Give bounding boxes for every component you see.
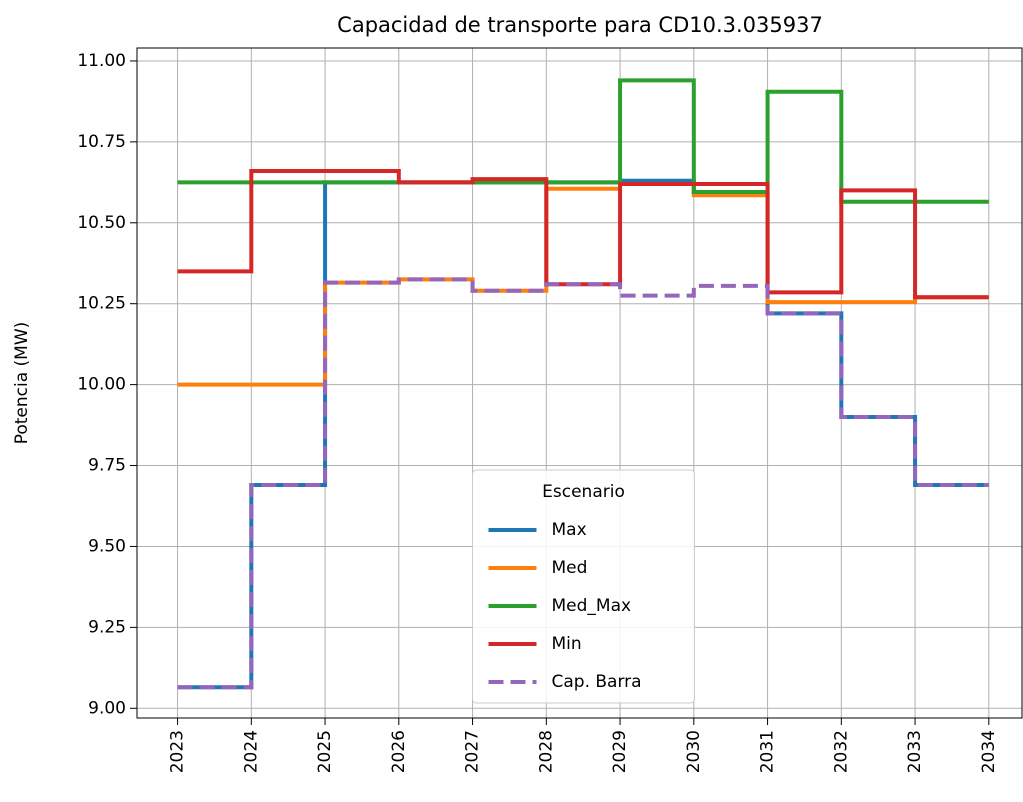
y-tick-label: 10.00 xyxy=(77,375,126,395)
x-tick-label: 2029 xyxy=(610,730,630,773)
y-tick-label: 9.75 xyxy=(88,456,126,476)
legend-label: Med xyxy=(552,558,588,578)
y-tick-label: 10.25 xyxy=(77,294,126,314)
x-tick-label: 2030 xyxy=(684,730,704,773)
y-tick-label: 9.00 xyxy=(88,698,126,718)
y-axis-label: Potencia (MW) xyxy=(12,322,32,445)
x-tick-label: 2031 xyxy=(758,730,778,773)
legend-label: Cap. Barra xyxy=(552,672,642,692)
x-tick-label: 2033 xyxy=(905,730,925,773)
series-line xyxy=(177,277,989,690)
y-tick-label: 11.00 xyxy=(77,51,126,71)
legend-label: Min xyxy=(552,634,582,654)
legend-label: Max xyxy=(552,520,587,540)
x-tick-label: 2026 xyxy=(389,730,409,773)
x-tick-label: 2024 xyxy=(241,730,261,773)
x-tick-label: 2032 xyxy=(831,730,851,773)
x-tick-label: 2025 xyxy=(315,730,335,773)
legend-title: Escenario xyxy=(542,482,625,502)
series-line xyxy=(177,168,989,300)
legend-label: Med_Max xyxy=(552,596,632,616)
chart-title: Capacidad de transporte para CD10.3.0359… xyxy=(337,13,823,37)
axes-frame xyxy=(136,47,1023,719)
x-tick-label: 2023 xyxy=(168,730,188,773)
y-tick-label: 10.50 xyxy=(77,213,126,233)
x-tick-label: 2034 xyxy=(979,730,999,773)
y-tick-label: 9.50 xyxy=(88,536,126,556)
legend: Escenario Max Med Med_Max Min Cap. Barra xyxy=(472,469,695,704)
x-tick-label: 2028 xyxy=(536,730,556,773)
y-tick-label: 9.25 xyxy=(88,617,126,637)
series-line xyxy=(177,78,989,204)
y-tick-label: 10.75 xyxy=(77,132,126,152)
x-tick-label: 2027 xyxy=(463,730,483,773)
legend-box xyxy=(472,469,695,704)
